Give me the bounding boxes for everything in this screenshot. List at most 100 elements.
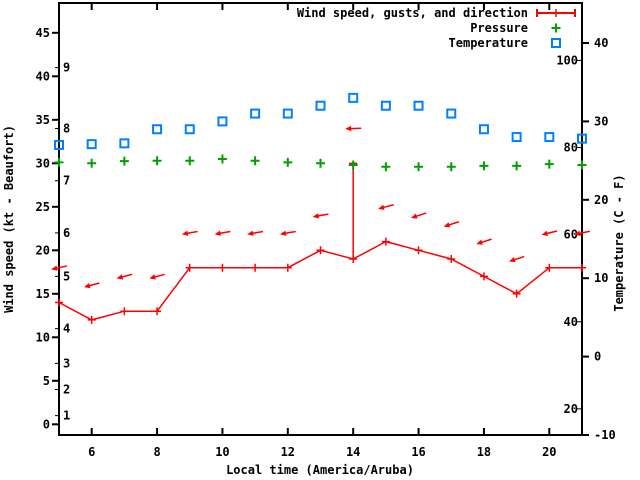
wind-direction-arrow-shaft — [55, 265, 67, 270]
wind-direction-arrow-head — [410, 213, 418, 219]
beaufort-label: 2 — [63, 383, 70, 397]
pressure-point — [446, 162, 456, 172]
legend-sample-plus — [551, 23, 561, 33]
x-tick-label: 10 — [215, 445, 229, 459]
temperature-point — [217, 116, 228, 127]
legend-sample-square — [551, 38, 561, 48]
fahrenheit-label: 80 — [564, 141, 578, 155]
celsius-tick-label: 10 — [594, 271, 608, 285]
wind-point-marker — [512, 289, 521, 298]
wind-point-marker — [185, 263, 194, 272]
x-tick-label: 6 — [88, 445, 95, 459]
x-tick-label: 16 — [411, 445, 425, 459]
kt-tick-label: 0 — [43, 417, 50, 431]
wind-direction-arrow-head — [574, 230, 581, 236]
wind-direction-arrow-head — [476, 239, 483, 245]
pressure-point — [54, 157, 64, 167]
wind-direction-arrow-head — [345, 125, 352, 132]
x-tick-label: 8 — [153, 445, 160, 459]
wind-direction-arrow-shaft — [121, 273, 133, 278]
pressure-point — [414, 162, 424, 172]
beaufort-label: 5 — [63, 269, 70, 283]
celsius-tick-label: 40 — [594, 36, 608, 50]
beaufort-label: 6 — [63, 226, 70, 240]
pressure-point — [87, 158, 97, 168]
wind-point-marker — [316, 246, 325, 255]
temperature-point — [478, 124, 489, 135]
fahrenheit-label: 60 — [564, 228, 578, 242]
temperature-point — [282, 108, 293, 119]
wind-point-marker — [414, 246, 423, 255]
wind-direction-arrow-head — [312, 213, 319, 219]
pressure-point — [283, 157, 293, 167]
kt-tick-label: 30 — [36, 156, 50, 170]
x-axis-title: Local time (America/Aruba) — [226, 463, 414, 477]
fahrenheit-label: 100 — [556, 53, 578, 67]
wind-direction-arrow-head — [541, 230, 549, 237]
wind-point-marker — [545, 263, 554, 272]
temperature-point — [184, 124, 195, 135]
temperature-point — [86, 139, 97, 150]
fahrenheit-label: 20 — [564, 402, 578, 416]
kt-tick-label: 5 — [43, 374, 50, 388]
wind-point-marker — [55, 298, 63, 307]
celsius-tick-label: -10 — [594, 428, 616, 442]
temperature-point — [413, 100, 424, 111]
axis-ticks — [52, 3, 589, 436]
wind-direction-arrow-head — [378, 204, 385, 210]
beaufort-label: 9 — [63, 61, 70, 75]
celsius-tick-label: 20 — [594, 193, 608, 207]
temperature-point — [119, 138, 130, 149]
pressure-point — [152, 156, 162, 166]
kt-tick-label: 10 — [36, 330, 50, 344]
wind-direction-arrow-shaft — [578, 230, 590, 235]
pressure-point — [544, 159, 554, 169]
fahrenheit-label: 40 — [564, 315, 578, 329]
wind-direction-arrow-head — [214, 230, 221, 236]
legend: Wind speed, gusts, and directionPressure… — [297, 6, 576, 50]
plot-border — [58, 2, 583, 436]
legend-label-pressure: Pressure — [470, 21, 528, 35]
wind-direction-arrow-shaft — [88, 282, 100, 287]
temperature-point — [250, 108, 261, 119]
kt-tick-label: 25 — [36, 200, 50, 214]
wind-direction-arrow-shaft — [448, 221, 460, 226]
wind-point-marker — [218, 263, 227, 272]
temperature-point — [544, 132, 555, 143]
wind-direction-arrow-shaft — [186, 230, 198, 235]
temperature-point — [315, 100, 326, 111]
wind-direction-arrow-head — [116, 274, 124, 280]
axis-titles: Local time (America/Aruba) Wind speed (kt… — [2, 125, 626, 477]
beaufort-label: 4 — [63, 322, 70, 336]
temperature-point — [54, 139, 64, 150]
kt-tick-label: 45 — [36, 26, 50, 40]
wind-point-marker — [479, 272, 488, 281]
pressure-point — [250, 156, 260, 166]
wind-direction-arrow-shaft — [415, 212, 427, 218]
y-left-axis-title: Wind speed (kt - Beaufort) — [2, 125, 16, 313]
pressure-point — [381, 162, 391, 172]
y-right-axis-title: Temperature (C - F) — [612, 174, 626, 311]
wind-direction-arrow-shaft — [153, 273, 165, 278]
pressure-point — [185, 156, 195, 166]
beaufort-label: 7 — [63, 174, 70, 188]
beaufort-label: 8 — [63, 122, 70, 136]
wind-direction-arrow-shaft — [252, 230, 264, 235]
pressure-point — [512, 161, 522, 171]
wind-direction-arrow-head — [83, 283, 91, 289]
wind-direction-arrow-head — [51, 265, 58, 271]
wind-point-marker — [87, 315, 96, 324]
temperature-series — [54, 92, 587, 150]
temperature-point — [511, 132, 522, 143]
wind-direction-arrow-head — [443, 222, 451, 228]
wind-direction-arrow-head — [181, 230, 189, 236]
beaufort-label: 3 — [63, 356, 70, 370]
wind-direction-arrow-head — [279, 230, 287, 236]
wind-series — [51, 125, 590, 324]
x-tick-label: 12 — [281, 445, 295, 459]
wind-direction-arrow-head — [509, 257, 516, 263]
x-tick-label: 18 — [477, 445, 491, 459]
wind-point-marker — [578, 263, 586, 272]
